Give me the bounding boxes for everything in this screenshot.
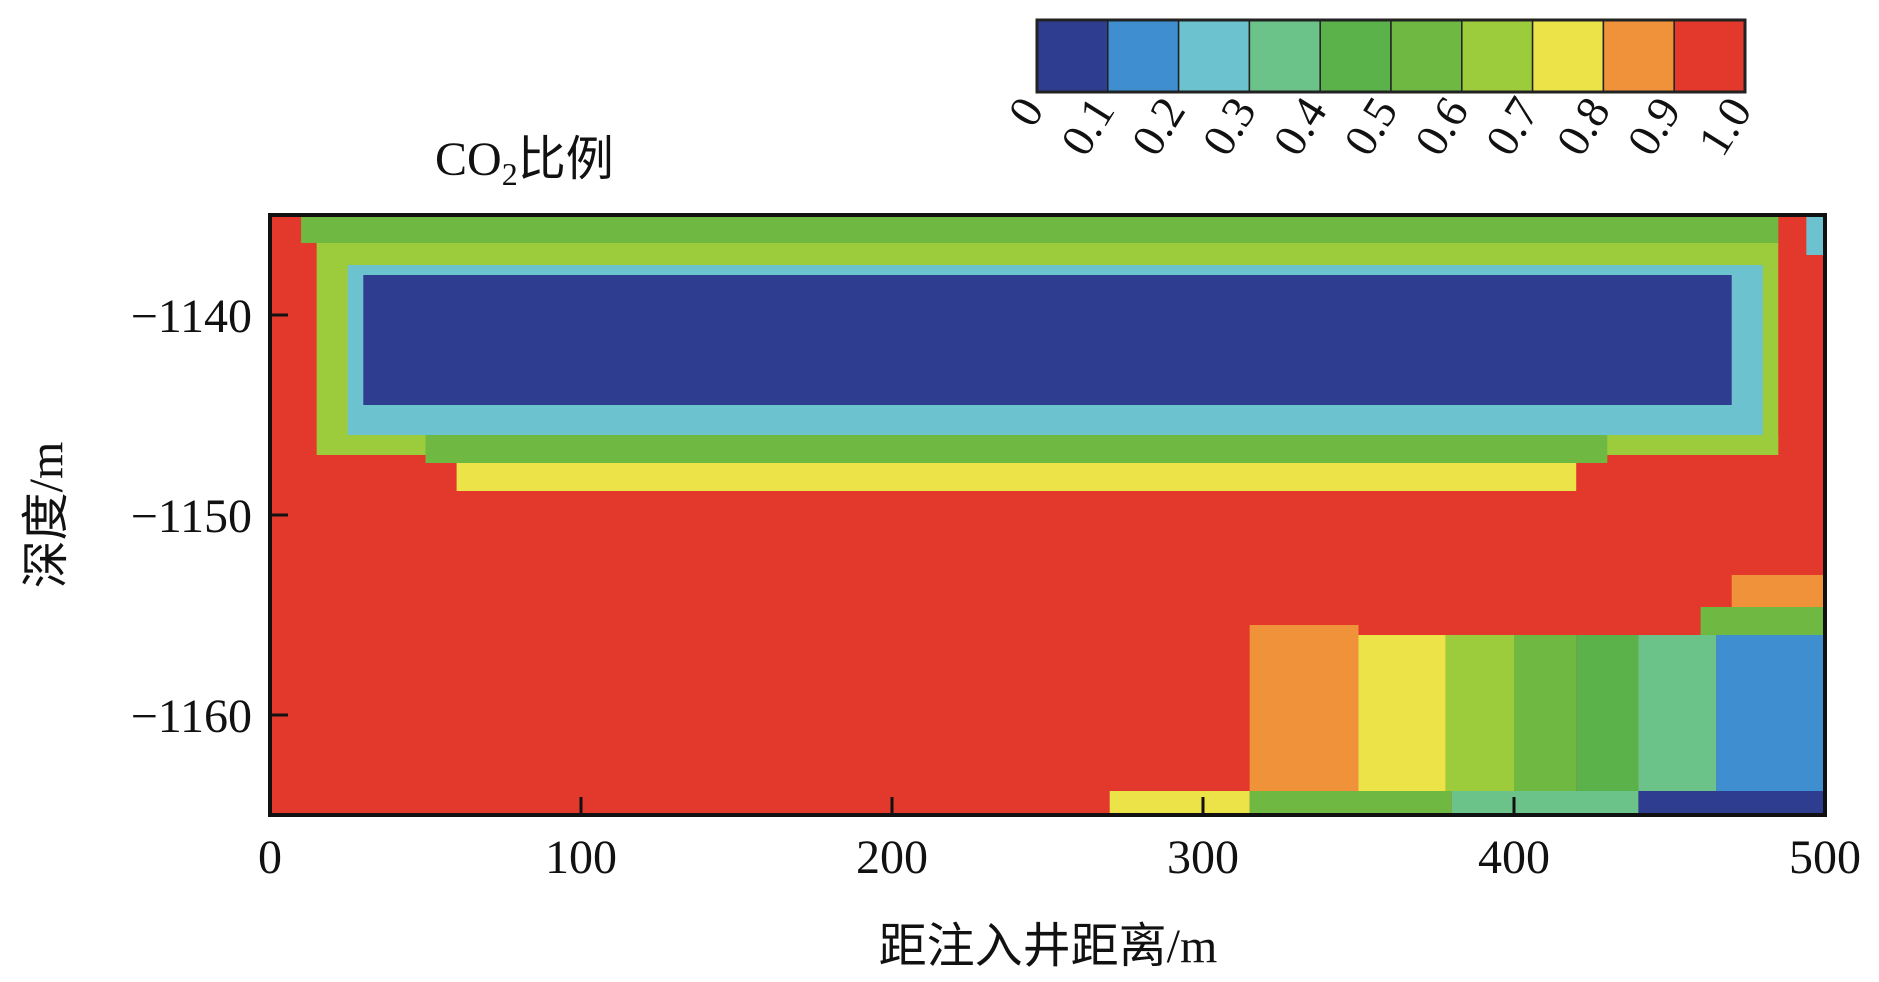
heatmap-cell-18 — [1716, 635, 1825, 791]
colorbar-cell-4 — [1319, 19, 1392, 93]
title-subscript: 2 — [502, 156, 518, 192]
x-tick-label: 300 — [1167, 831, 1239, 884]
heatmap-cell-15 — [1514, 635, 1577, 791]
x-tick-label: 500 — [1789, 831, 1861, 884]
heatmap-cell-19 — [1109, 791, 1250, 815]
colorbar-cell-3 — [1248, 19, 1321, 93]
colorbar-tick-label: 0 — [998, 88, 1053, 135]
y-tick-label: −1140 — [131, 290, 252, 343]
colorbar-cells — [1036, 19, 1746, 93]
colorbar-cell-1 — [1107, 19, 1180, 93]
colorbar-tick-label: 0.8 — [1546, 88, 1620, 164]
heatmap-cell-4 — [409, 405, 1608, 435]
heatmap-cell-13 — [1358, 635, 1446, 791]
plot-area: 0 100 200 300 400 500 −1140 −1150 −1160 — [131, 213, 1861, 884]
heatmap-cell-20 — [1249, 791, 1452, 815]
y-axis-ticks: −1140 −1150 −1160 — [131, 290, 288, 743]
colorbar-cell-7 — [1531, 19, 1605, 93]
title-suffix: 比例 — [518, 133, 614, 186]
heatmap-cell-10 — [1700, 607, 1825, 635]
x-axis-label: 距注入井距离/m — [879, 920, 1218, 973]
colorbar-cell-5 — [1390, 19, 1463, 93]
x-tick-label: 100 — [545, 831, 617, 884]
heatmap-cell-0 — [301, 215, 1794, 243]
heatmap-cell-17 — [1638, 635, 1717, 791]
colorbar-cell-0 — [1036, 19, 1109, 93]
heatmap-cell-21 — [1451, 791, 1639, 815]
colorbar-cell-9 — [1673, 19, 1746, 93]
heatmap-cell-12 — [1249, 625, 1359, 791]
colorbar-tick-label: 0.2 — [1121, 88, 1195, 164]
y-tick-label: −1160 — [131, 690, 252, 743]
colorbar-tick-labels: 00.10.20.30.40.50.60.70.80.91.0 — [998, 88, 1761, 164]
chart-title: CO2比例 — [435, 133, 614, 192]
heatmap-cell-8 — [1731, 515, 1825, 575]
heatmap-cell-6 — [456, 463, 1577, 491]
colorbar-cell-8 — [1602, 19, 1675, 93]
colorbar-tick-label: 1.0 — [1688, 88, 1762, 164]
heatmap-cells — [270, 215, 1825, 815]
x-tick-label: 200 — [856, 831, 928, 884]
heatmap-cell-24 — [1806, 215, 1825, 255]
heatmap-cell-16 — [1576, 635, 1639, 791]
heatmap-cell-11 — [1109, 625, 1250, 791]
x-axis-ticks: 0 100 200 300 400 500 — [258, 797, 1861, 884]
x-tick-label: 0 — [258, 831, 282, 884]
colorbar-tick-label: 0.7 — [1475, 88, 1549, 164]
heatmap-cell-9 — [1731, 575, 1825, 607]
colorbar-cell-2 — [1177, 19, 1251, 93]
colorbar-tick-label: 0.6 — [1405, 88, 1479, 164]
heatmap-cell-3 — [363, 275, 1732, 405]
colorbar-tick-label: 0.1 — [1051, 88, 1125, 164]
heatmap-cell-22 — [1638, 791, 1825, 815]
title-main: CO — [435, 133, 502, 186]
y-tick-label: −1150 — [131, 490, 252, 543]
colorbar-frame — [1035, 18, 1747, 94]
heatmap-cell-7 — [549, 491, 1732, 515]
y-axis-label: 深度/m — [20, 442, 73, 589]
heatmap-cell-5 — [425, 435, 1608, 463]
x-tick-label: 400 — [1478, 831, 1550, 884]
colorbar-tick-label: 0.9 — [1617, 88, 1691, 164]
colorbar-tick-label: 0.5 — [1334, 88, 1408, 164]
colorbar-tick-label: 0.4 — [1263, 88, 1337, 164]
colorbar: 00.10.20.30.40.50.60.70.80.91.0 — [998, 18, 1761, 164]
colorbar-tick-label: 0.3 — [1192, 88, 1266, 164]
heatmap-cell-14 — [1445, 635, 1514, 791]
colorbar-cell-6 — [1461, 19, 1534, 93]
